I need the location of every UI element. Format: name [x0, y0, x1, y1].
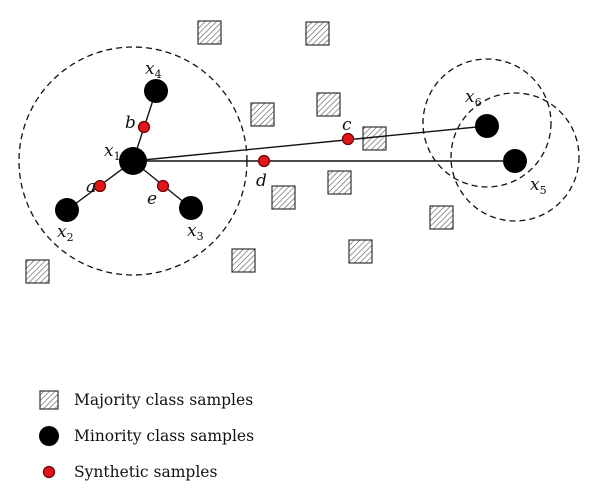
synthetic-sample-a [93, 179, 107, 193]
label-x2: x2 [57, 222, 74, 244]
neighborhood-circle-x6 [422, 58, 552, 188]
majority-sample [25, 259, 50, 284]
majority-sample [327, 170, 352, 195]
legend-label-minority: Minority class samples [74, 427, 255, 445]
majority-sample [250, 102, 275, 127]
minority-sample-x4 [144, 79, 168, 103]
neighborhood-circle-x5 [450, 92, 580, 222]
label-x1: x1 [104, 141, 121, 163]
label-d: d [256, 171, 267, 191]
legend-label-majority: Majority class samples [74, 391, 254, 409]
synthetic-sample-e [156, 179, 170, 193]
majority-sample-icon [36, 389, 62, 411]
minority-sample-x5 [503, 149, 527, 173]
minority-sample-x2 [55, 198, 79, 222]
minority-sample-icon [36, 425, 62, 447]
synthetic-sample-b [137, 120, 151, 134]
synthetic-sample-d [257, 154, 271, 168]
legend-label-synthetic: Synthetic samples [74, 463, 218, 481]
label-e: e [147, 189, 157, 209]
legend: Majority class samples Minority class sa… [36, 382, 254, 490]
majority-sample [305, 21, 330, 46]
majority-sample [231, 248, 256, 273]
majority-sample [316, 92, 341, 117]
synthetic-sample-c [341, 132, 355, 146]
smote-diagram: x4 x1 x2 x3 x6 x5 b a e c d [18, 20, 580, 284]
label-c: c [342, 115, 352, 135]
minority-sample-x3 [179, 196, 203, 220]
majority-sample [197, 20, 222, 45]
legend-row-synthetic: Synthetic samples [36, 454, 254, 490]
line-x1-x6 [132, 125, 488, 162]
legend-row-minority: Minority class samples [36, 418, 254, 454]
majority-sample [271, 185, 296, 210]
minority-samples [55, 79, 527, 222]
majority-sample [348, 239, 373, 264]
majority-samples [25, 20, 454, 284]
minority-sample-x6 [475, 114, 499, 138]
label-x5: x5 [530, 175, 547, 197]
label-x4: x4 [145, 59, 162, 81]
majority-sample [429, 205, 454, 230]
synthetic-samples [93, 120, 355, 193]
label-x6: x6 [465, 87, 482, 109]
label-a: a [86, 177, 96, 197]
legend-row-majority: Majority class samples [36, 382, 254, 418]
synthetic-sample-icon [36, 461, 62, 483]
minority-sample-x1 [119, 147, 147, 175]
label-b: b [125, 113, 136, 133]
label-x3: x3 [187, 221, 204, 243]
